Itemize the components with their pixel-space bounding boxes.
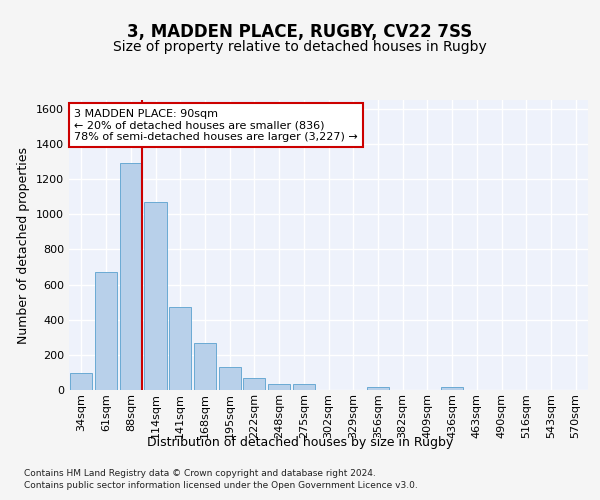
Text: Contains HM Land Registry data © Crown copyright and database right 2024.: Contains HM Land Registry data © Crown c… [24,469,376,478]
Y-axis label: Number of detached properties: Number of detached properties [17,146,31,344]
Text: Size of property relative to detached houses in Rugby: Size of property relative to detached ho… [113,40,487,54]
Text: Contains public sector information licensed under the Open Government Licence v3: Contains public sector information licen… [24,481,418,490]
Bar [194,344,216,390]
Bar [441,388,463,390]
Bar [268,384,290,390]
Bar [119,164,142,390]
Bar [169,308,191,390]
Bar [145,202,167,390]
Bar [367,388,389,390]
Bar [218,367,241,390]
Text: Distribution of detached houses by size in Rugby: Distribution of detached houses by size … [147,436,453,449]
Bar [243,378,265,390]
Text: 3 MADDEN PLACE: 90sqm
← 20% of detached houses are smaller (836)
78% of semi-det: 3 MADDEN PLACE: 90sqm ← 20% of detached … [74,108,358,142]
Bar [95,272,117,390]
Bar [70,374,92,390]
Text: 3, MADDEN PLACE, RUGBY, CV22 7SS: 3, MADDEN PLACE, RUGBY, CV22 7SS [127,24,473,42]
Bar [293,384,315,390]
